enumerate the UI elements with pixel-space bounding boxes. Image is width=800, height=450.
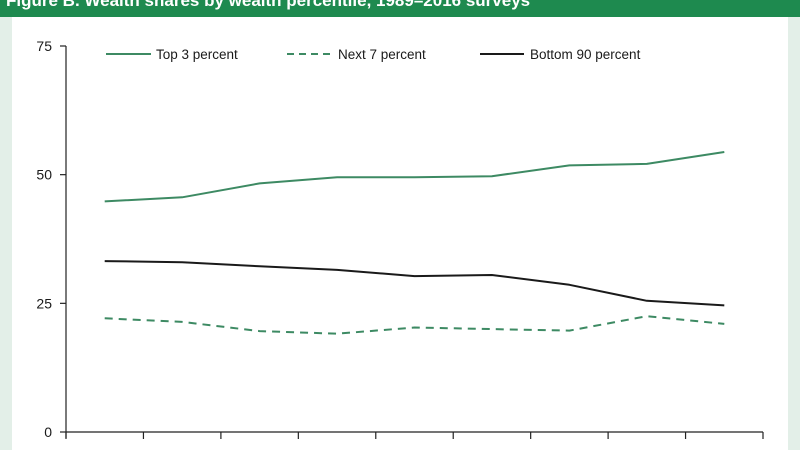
legend-label: Next 7 percent [338,47,426,62]
y-tick-label: 0 [44,424,52,440]
legend-label: Bottom 90 percent [530,47,641,62]
x-axis [65,431,764,439]
y-tick-label: 50 [36,167,52,183]
figure-title: Figure B. Wealth shares by wealth percen… [6,0,531,10]
title-bar: Figure B. Wealth shares by wealth percen… [0,0,800,17]
y-tick-label: 75 [36,38,52,54]
series-line-next-7-percent [104,315,725,335]
line-chart: 0 25 50 75 Top 3 percent Next 7 percent Botto… [36,38,764,440]
y-axis: 0 25 50 75 [36,38,67,440]
y-tick-label: 25 [36,295,52,311]
legend-label: Top 3 percent [156,47,238,62]
series-lines [104,151,725,335]
series-line-bottom-90-percent [104,260,725,307]
series-line-top-3-percent [104,151,725,203]
legend: Top 3 percent Next 7 percent Bottom 90 per… [106,47,641,62]
chart-panel: 0 25 50 75 Top 3 percent Next 7 percent Botto… [12,17,788,450]
